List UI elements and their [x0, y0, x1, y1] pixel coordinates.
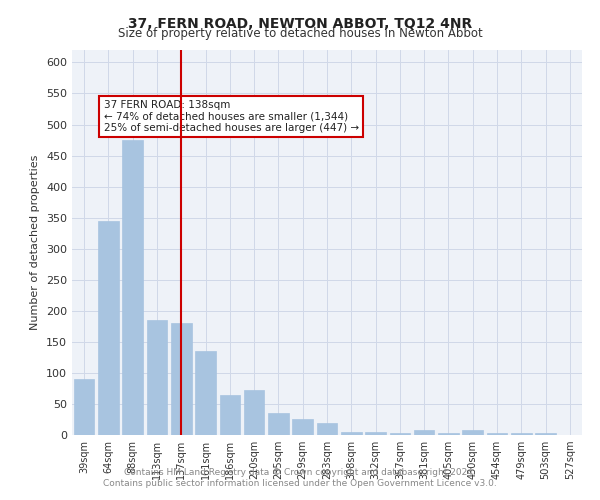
Bar: [98, 221, 119, 435]
Bar: [414, 430, 434, 435]
Bar: [317, 422, 337, 435]
Y-axis label: Number of detached properties: Number of detached properties: [31, 155, 40, 330]
Bar: [389, 433, 410, 435]
Bar: [220, 394, 240, 435]
Bar: [146, 320, 167, 435]
Bar: [438, 433, 459, 435]
Text: Size of property relative to detached houses in Newton Abbot: Size of property relative to detached ho…: [118, 28, 482, 40]
Bar: [195, 351, 216, 435]
Text: 37 FERN ROAD: 138sqm
← 74% of detached houses are smaller (1,344)
25% of semi-de: 37 FERN ROAD: 138sqm ← 74% of detached h…: [104, 100, 359, 133]
Bar: [268, 414, 289, 435]
Bar: [365, 432, 386, 435]
Bar: [292, 420, 313, 435]
Bar: [341, 432, 362, 435]
Bar: [487, 433, 508, 435]
Bar: [535, 433, 556, 435]
Text: Contains HM Land Registry data © Crown copyright and database right 2024.
Contai: Contains HM Land Registry data © Crown c…: [103, 468, 497, 487]
Bar: [171, 323, 191, 435]
Bar: [463, 430, 483, 435]
Bar: [122, 140, 143, 435]
Text: 37, FERN ROAD, NEWTON ABBOT, TQ12 4NR: 37, FERN ROAD, NEWTON ABBOT, TQ12 4NR: [128, 18, 472, 32]
Bar: [74, 379, 94, 435]
Bar: [244, 390, 265, 435]
Bar: [511, 433, 532, 435]
